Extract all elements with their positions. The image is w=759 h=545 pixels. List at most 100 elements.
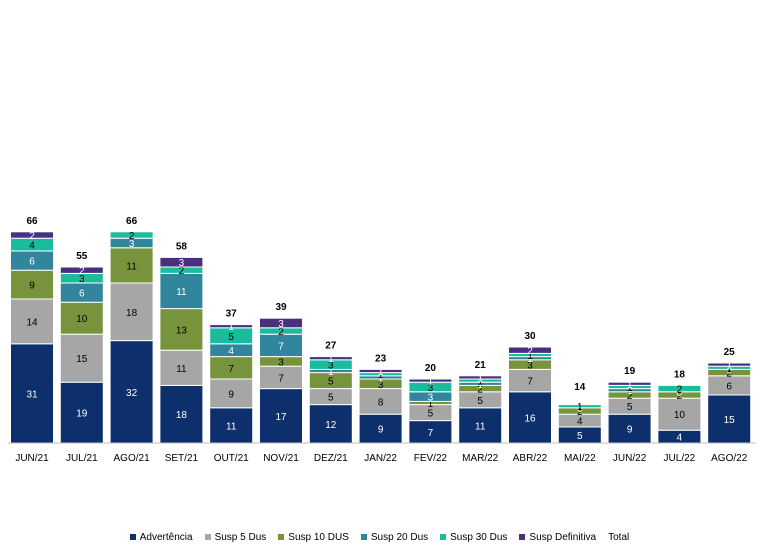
bar-value-label: 1	[378, 367, 384, 378]
total-label: 66	[126, 216, 138, 227]
legend-label: Susp 5 Dus	[214, 531, 267, 543]
total-label: 20	[425, 363, 437, 374]
bar-value-label: 6	[726, 381, 732, 392]
bar-value-label: 9	[378, 425, 384, 436]
bar-value-label: 3	[278, 319, 284, 330]
x-tick-label: NOV/21	[263, 453, 299, 464]
bar-value-label: 14	[26, 317, 38, 328]
bar-value-label: 2	[129, 231, 135, 242]
bar-segment-3-jul-21	[59, 301, 104, 335]
bar-segment-5-ago-21	[109, 231, 154, 239]
total-label: 66	[26, 216, 38, 227]
legend-item-3: Susp 10 DUS	[278, 532, 349, 543]
bar-segment-6-fev-22	[408, 378, 453, 383]
bar-value-label: 3	[129, 239, 135, 250]
bar-value-label: 1	[477, 377, 483, 388]
bar-value-label: 5	[228, 332, 234, 343]
bar-value-label: 1	[726, 364, 732, 375]
bar-segment-2-ago-21	[109, 282, 154, 342]
bar-value-label: 4	[228, 346, 234, 357]
bar-segment-1-out-21	[209, 407, 254, 444]
bar-value-label: 8	[378, 397, 384, 408]
bar-segment-6-out-21	[209, 324, 254, 329]
bar-value-label: 13	[176, 325, 188, 336]
bar-value-label: 7	[428, 428, 434, 439]
bar-segment-3-ago-21	[109, 247, 154, 284]
bar-value-label: 6	[79, 289, 85, 300]
legend-swatch	[360, 534, 367, 540]
legend-item-6: Susp Definitiva	[519, 532, 596, 543]
bar-value-label: 1	[577, 402, 583, 413]
x-tick-label: DEZ/21	[314, 453, 348, 464]
bar-value-label: 3	[428, 383, 434, 394]
bar-value-label: 7	[228, 364, 234, 375]
legend-swatch	[519, 534, 526, 540]
bar-segment-1-set-21	[159, 384, 204, 444]
bar-value-label: 0	[677, 388, 683, 399]
x-tick-label: AGO/22	[711, 453, 748, 464]
bar-value-label: 1	[477, 380, 483, 391]
bar-value-label: 31	[26, 389, 38, 400]
bar-segment-5-mai-22	[557, 404, 602, 409]
bar-value-label: 2	[477, 385, 483, 396]
bar-segment-2-jan-22	[358, 388, 403, 415]
bar-value-label: 9	[627, 425, 633, 436]
bar-segment-2-set-21	[159, 349, 204, 386]
bar-value-label: 1	[527, 351, 533, 362]
bar-value-label: 1	[378, 370, 384, 381]
bar-value-label: 11	[176, 364, 187, 375]
bar-segment-6-jul-21	[59, 266, 104, 274]
bar-value-label: 5	[627, 402, 633, 413]
total-label: 25	[724, 347, 736, 358]
bar-value-label: 16	[524, 413, 536, 424]
bar-value-label: 7	[278, 341, 284, 352]
bar-value-label: 3	[328, 361, 334, 372]
bar-segment-2-jun-21	[10, 298, 54, 345]
total-label: 14	[574, 382, 586, 393]
bar-segment-1-jun-21	[10, 343, 54, 444]
bar-segment-6-ago-22	[707, 362, 752, 367]
x-tick-label: MAI/22	[564, 453, 596, 464]
bar-value-label: 18	[126, 308, 138, 319]
legend-label: Susp 10 DUS	[288, 531, 349, 543]
bar-value-label: 5	[328, 377, 334, 388]
bar-value-label: 1	[428, 399, 434, 410]
bar-value-label: 7	[527, 377, 533, 388]
bar-value-label: 2	[79, 266, 85, 277]
bar-segment-6-mar-22	[458, 375, 503, 380]
legend-swatch	[278, 534, 285, 540]
bar-value-label: 2	[726, 369, 732, 380]
total-label: 39	[275, 302, 287, 313]
stacked-bar-chart: 3114964266191510632553218113266181113112…	[8, 216, 756, 464]
bar-segment-6-jan-22	[358, 368, 403, 374]
x-tick-label: FEV/22	[414, 453, 448, 464]
x-tick-label: AGO/21	[114, 453, 151, 464]
legend-label: Advertência	[139, 531, 193, 543]
bar-value-label: 1	[627, 386, 633, 397]
legend-item-4: Susp 20 Dus	[360, 532, 428, 543]
bar-value-label: 2	[677, 385, 683, 396]
bar-segment-6-abr-22	[508, 346, 552, 354]
bar-value-label: 9	[228, 389, 234, 400]
bar-segment-1-jan-22	[358, 413, 403, 444]
x-tick-label: MAR/22	[462, 453, 499, 464]
bar-segment-6-set-21	[159, 256, 204, 268]
bar-segment-6-nov-21	[259, 317, 303, 329]
bar-segment-6-jun-21	[10, 231, 54, 239]
bar-value-label: 3	[79, 274, 85, 285]
bar-segment-5-jul-22	[657, 384, 702, 393]
x-tick-label: JUL/22	[664, 453, 696, 464]
x-tick-label: ABR/22	[513, 453, 548, 464]
bar-value-label: 3	[378, 380, 384, 391]
bar-value-label: 1	[477, 373, 483, 384]
total-label: 55	[76, 251, 88, 262]
bar-segment-6-dez-21	[308, 356, 353, 361]
bar-value-label: 2	[278, 327, 284, 338]
bar-value-label: 1	[228, 322, 234, 333]
bar-value-label: 11	[126, 261, 137, 272]
bar-segment-4-set-21	[159, 272, 204, 310]
total-label: 19	[624, 366, 636, 377]
bar-segment-1-dez-21	[308, 404, 353, 444]
bar-value-label: 3	[527, 361, 533, 372]
total-label: 37	[226, 309, 238, 320]
